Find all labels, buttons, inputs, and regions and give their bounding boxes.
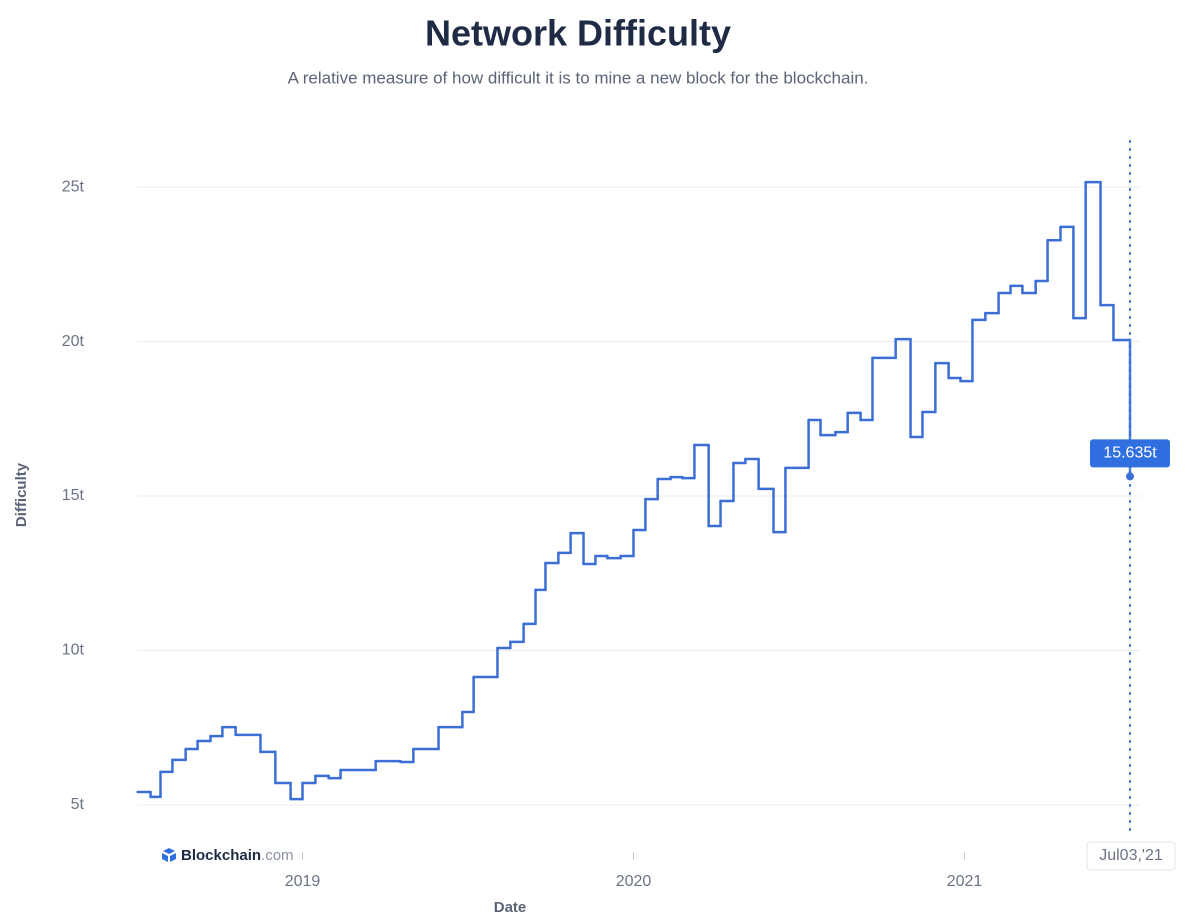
y-tick-label: 10t bbox=[62, 642, 85, 659]
x-axis-title: Date bbox=[494, 899, 527, 916]
y-tick-label: 15t bbox=[62, 487, 85, 504]
x-tick-label: 2019 bbox=[285, 873, 321, 890]
value-tooltip-label: 15.635t bbox=[1103, 445, 1157, 462]
chart-subtitle: A relative measure of how difficult it i… bbox=[288, 68, 869, 87]
y-tick-label: 25t bbox=[62, 178, 85, 195]
brand-logo bbox=[162, 848, 176, 862]
brand-name-main: Blockchain bbox=[181, 847, 261, 864]
x-tick-label: 2020 bbox=[616, 873, 652, 890]
x-tick-label: 2021 bbox=[947, 873, 983, 890]
series bbox=[136, 180, 1132, 801]
last-point bbox=[1126, 472, 1134, 481]
y-tick-label: 5t bbox=[71, 796, 85, 813]
brand: Blockchain.com bbox=[162, 847, 294, 864]
brand-name: Blockchain.com bbox=[181, 847, 294, 864]
date-tooltip-label: Jul03,'21 bbox=[1099, 847, 1163, 864]
date-tooltip bbox=[1086, 841, 1176, 871]
y-axis-title: Difficulty bbox=[13, 462, 30, 527]
chart-title: Network Difficulty bbox=[425, 13, 731, 54]
brand-name-suffix: .com bbox=[261, 847, 294, 864]
y-tick-label: 20t bbox=[62, 333, 85, 350]
value-tooltip bbox=[1090, 439, 1170, 468]
